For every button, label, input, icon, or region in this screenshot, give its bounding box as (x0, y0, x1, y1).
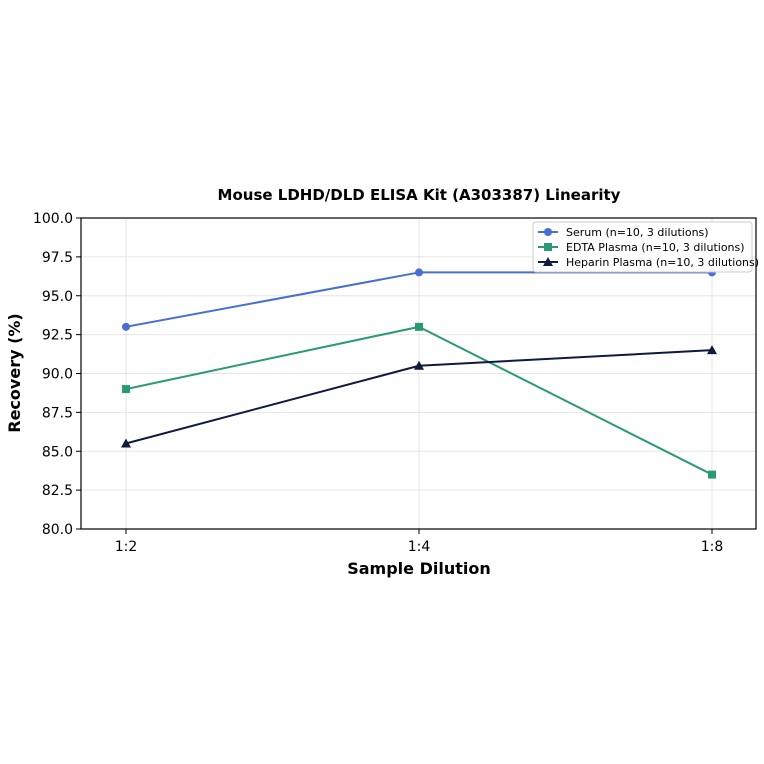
y-tick-label: 80.0 (42, 522, 73, 538)
data-point (415, 322, 423, 331)
y-tick-label: 97.5 (42, 250, 73, 266)
legend-item: EDTA Plasma (n=10, 3 dilutions) (538, 241, 745, 254)
legend-item: Serum (n=10, 3 dilutions) (538, 226, 709, 239)
y-tick-label: 95.0 (42, 289, 73, 305)
data-point (122, 385, 130, 394)
y-tick-label: 87.5 (42, 405, 73, 421)
legend-marker (543, 257, 553, 266)
y-tick-label: 100.0 (33, 211, 73, 227)
x-tick-label: 1:4 (408, 539, 431, 555)
y-tick-label: 90.0 (42, 367, 73, 383)
data-point (415, 268, 423, 277)
legend-marker (544, 243, 552, 251)
y-tick-label: 92.5 (42, 328, 73, 344)
series-triangle (121, 345, 717, 448)
x-tick-label: 1:8 (701, 539, 724, 555)
x-axis-ticks: 1:2 1:4 1:8 (115, 529, 724, 555)
x-axis-label: Sample Dilution (347, 559, 491, 578)
legend-label: Heparin Plasma (n=10, 3 dilutions) (566, 256, 759, 269)
legend-box (532, 221, 753, 273)
legend-marker (544, 228, 552, 236)
chart-title: Mouse LDHD/DLD ELISA Kit (A303387) Linea… (218, 186, 621, 204)
legend-item: Heparin Plasma (n=10, 3 dilutions) (538, 256, 759, 269)
legend-label: EDTA Plasma (n=10, 3 dilutions) (566, 241, 745, 254)
legend-label: Serum (n=10, 3 dilutions) (566, 226, 709, 239)
data-point (707, 345, 717, 355)
legend: Serum (n=10, 3 dilutions) EDTA Plasma (n=… (532, 221, 759, 273)
y-tick-label: 82.5 (42, 483, 73, 499)
x-tick-label: 1:2 (115, 539, 138, 555)
y-axis-ticks: 80.0 82.5 85.0 87.5 90.0 92.5 95.0 97.5 100.0 (33, 211, 81, 538)
data-point (121, 438, 131, 448)
y-tick-label: 85.0 (42, 444, 73, 460)
series-square (122, 322, 716, 479)
data-point (414, 360, 424, 370)
data-point (122, 322, 130, 331)
data-point (708, 470, 716, 479)
y-axis-label: Recovery (%) (5, 313, 24, 432)
